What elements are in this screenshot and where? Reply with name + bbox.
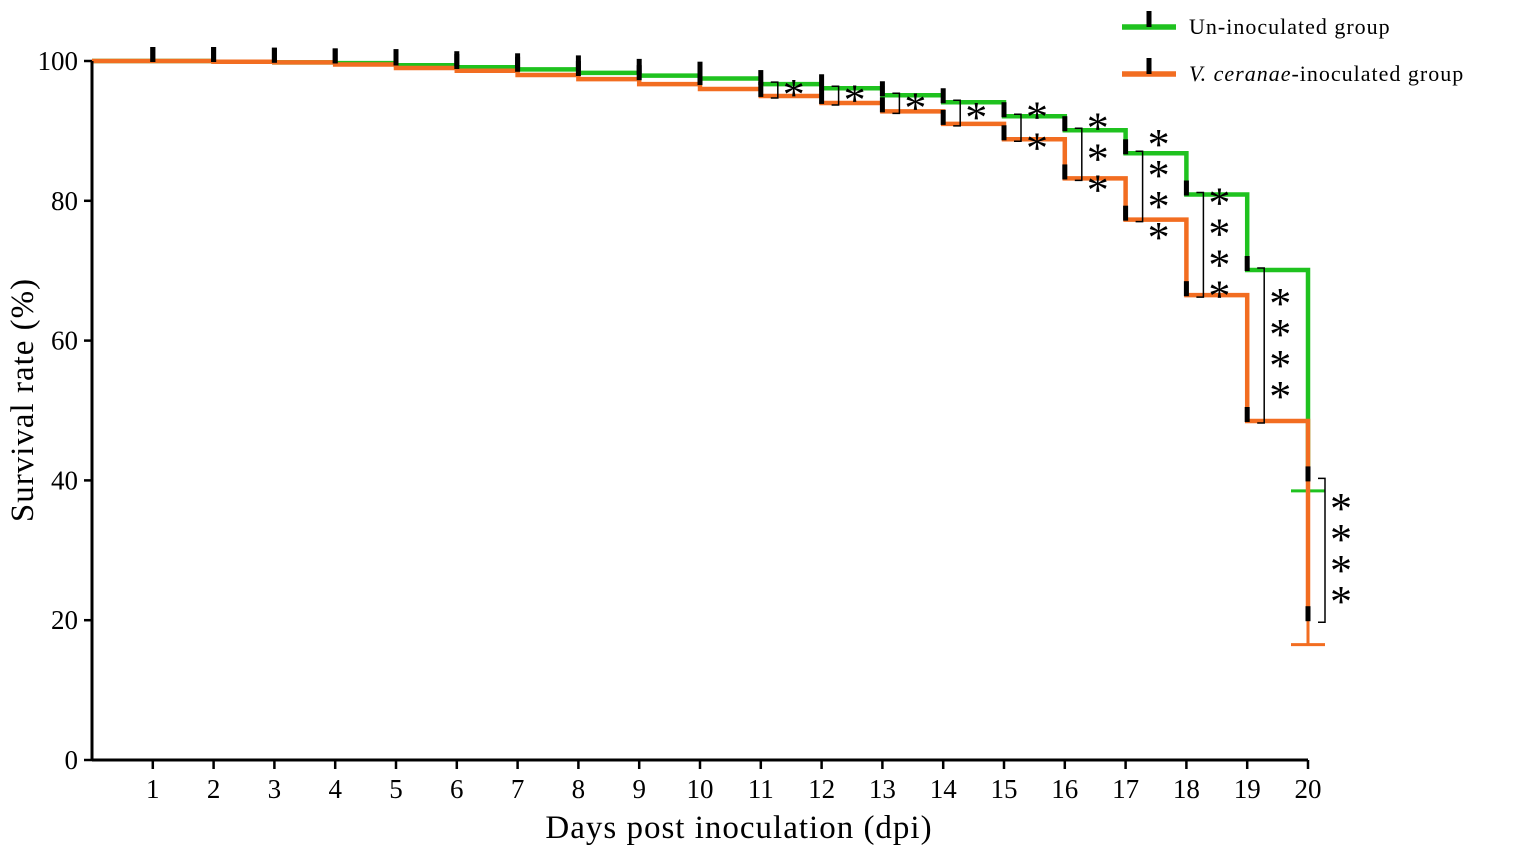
- x-tick-label: 15: [991, 774, 1018, 804]
- significance-star: *: [1269, 310, 1291, 359]
- y-tick-label: 40: [51, 465, 78, 495]
- significance-star: *: [1026, 92, 1048, 141]
- significance-star: *: [1148, 120, 1170, 169]
- significance-star: *: [1148, 213, 1170, 262]
- legend: Un-inoculated group V. ceranae-inoculated…: [1122, 11, 1464, 86]
- legend-label-rest: Un-inoculated group: [1189, 14, 1391, 39]
- significance-star: *: [1087, 134, 1109, 183]
- y-axis-title: Survival rate (%): [5, 278, 41, 522]
- significance-star: *: [1026, 123, 1048, 172]
- significance-star: *: [1208, 209, 1230, 258]
- x-tick-label: 5: [389, 774, 403, 804]
- significance-bracket: [1196, 191, 1205, 298]
- significance-star: *: [904, 83, 926, 132]
- legend-label: Un-inoculated group: [1189, 14, 1391, 39]
- significance-annotations: * * * * ** *********** ********: [770, 70, 1352, 626]
- legend-label: V. ceranae-inoculated group: [1189, 61, 1464, 86]
- significance-star: *: [1330, 577, 1352, 626]
- y-tick-label: 100: [38, 46, 79, 76]
- significance-bracket: [770, 81, 779, 99]
- x-tick-label: 7: [511, 774, 525, 804]
- significance-star: *: [844, 76, 866, 125]
- x-tick-label: 4: [328, 774, 342, 804]
- significance-star: *: [783, 70, 805, 119]
- x-axis-title: Days post inoculation (dpi): [545, 810, 932, 846]
- survival-curve-inoculated: [92, 58, 1311, 621]
- x-tick-label: 11: [748, 774, 774, 804]
- significance-star: *: [1087, 165, 1109, 214]
- x-tick-label: 8: [572, 774, 586, 804]
- significance-bracket: [1135, 150, 1144, 223]
- survival-curves: [92, 58, 1325, 647]
- x-tick-label: 19: [1234, 774, 1261, 804]
- significance-star: *: [1148, 151, 1170, 200]
- legend-label-italic: V. ceranae: [1189, 61, 1291, 86]
- x-tick-label: 10: [687, 774, 714, 804]
- significance-bracket: [1318, 477, 1326, 623]
- significance-star: *: [1148, 182, 1170, 231]
- significance-star: *: [1330, 484, 1352, 533]
- x-tick-label: 14: [930, 774, 958, 804]
- x-tick-label: 9: [632, 774, 646, 804]
- significance-star: *: [1269, 372, 1291, 421]
- significance-star: *: [965, 93, 987, 142]
- x-tick-label: 13: [869, 774, 896, 804]
- y-tick-label: 80: [51, 186, 78, 216]
- significance-star: *: [1208, 240, 1230, 289]
- x-tick-label: 17: [1112, 774, 1139, 804]
- significance-star: *: [1087, 103, 1109, 152]
- significance-bracket: [892, 92, 901, 115]
- y-tick-label: 20: [51, 605, 78, 635]
- y-tick-label: 60: [51, 326, 78, 356]
- x-tick-label: 20: [1295, 774, 1322, 804]
- x-tick-label: 3: [268, 774, 282, 804]
- significance-star: *: [1208, 271, 1230, 320]
- significance-bracket: [1074, 127, 1083, 182]
- x-tick-label: 2: [207, 774, 221, 804]
- survival-curve-uninoculated: [92, 58, 1311, 481]
- significance-bracket: [953, 99, 961, 127]
- x-tick-label: 6: [450, 774, 464, 804]
- x-tick-label: 1: [146, 774, 160, 804]
- y-tick-label: 0: [65, 745, 79, 775]
- significance-star: *: [1269, 341, 1291, 390]
- significance-star: *: [1208, 178, 1230, 227]
- significance-bracket: [1257, 267, 1265, 424]
- x-tick-label: 16: [1051, 774, 1078, 804]
- significance-star: *: [1330, 515, 1352, 564]
- significance-bracket: [1014, 113, 1022, 143]
- censor-marks: [150, 47, 1311, 622]
- x-tick-label: 18: [1173, 774, 1200, 804]
- legend-label-rest: -inoculated group: [1291, 61, 1464, 86]
- significance-star: *: [1330, 546, 1352, 595]
- significance-bracket: [831, 85, 840, 106]
- x-tick-label: 12: [808, 774, 835, 804]
- significance-star: *: [1269, 279, 1291, 328]
